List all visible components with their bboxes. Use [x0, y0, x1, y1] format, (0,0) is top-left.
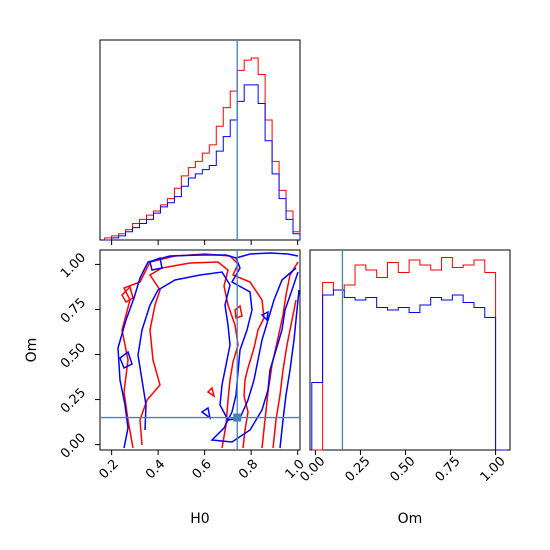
- blue-contour-blob-1: [149, 256, 163, 271]
- hist-h0-frame: [99, 39, 301, 241]
- red-contour-inner: [139, 261, 239, 449]
- contour-y-tick-label: 0.00: [58, 431, 89, 462]
- red-contour-blob-3: [234, 304, 243, 320]
- hist-om-x-tick-label: 1.00: [478, 454, 509, 485]
- contour-x-tick-label: 0.2: [97, 457, 122, 482]
- blue-contour-top-band: [235, 252, 299, 259]
- blue-contour-blob-2: [200, 406, 212, 420]
- blue-contour-inner: [137, 267, 297, 431]
- hist-h0-series-red: [104, 57, 301, 240]
- hist-om-series-blue: [311, 289, 507, 451]
- red-contour-right-1: [261, 261, 299, 449]
- contour-y-tick-label: 0.50: [58, 340, 89, 371]
- contour-frame: [99, 249, 301, 451]
- contour-x-tick-label: 0.8: [236, 457, 261, 482]
- blue-contour-blob-3: [260, 310, 269, 322]
- hist-om-x-tick-label: 0.00: [297, 454, 328, 485]
- contour-x-tick-label: 0.4: [143, 457, 168, 482]
- x-axis-label-h0: H0: [190, 511, 209, 527]
- red-contour-right-2: [272, 299, 297, 449]
- hist-om-x-tick-label: 0.50: [387, 454, 418, 485]
- hist-om-series-red: [311, 257, 507, 451]
- hist-om-x-tick-label: 0.75: [433, 454, 464, 485]
- blue-contour-right: [279, 289, 300, 449]
- hist-om-x-tick-label: 0.25: [342, 454, 373, 485]
- contour-x-tick-label: 0.6: [190, 457, 215, 482]
- hist-h0-ticks: [111, 240, 299, 245]
- blue-contour-outer: [117, 254, 299, 449]
- red-contour-outer: [121, 253, 265, 449]
- hist-h0-series-blue: [104, 84, 301, 241]
- contour-y-tick-label: 0.25: [58, 386, 89, 417]
- x-axis-label-om: Om: [398, 511, 423, 527]
- truth-marker: [233, 413, 242, 422]
- blue-contour-blob-4: [119, 350, 133, 370]
- hist-h0: [104, 57, 301, 241]
- hist-om-frame: [309, 249, 511, 451]
- y-axis-label-om: Om: [24, 338, 40, 363]
- red-contour-blob-2: [206, 386, 216, 398]
- contour-panel: [117, 252, 300, 449]
- contour-y-tick-label: 1.00: [58, 250, 89, 281]
- contour-y-tick-label: 0.75: [58, 295, 89, 326]
- hist-om: [311, 257, 507, 451]
- red-contour-blob-1: [121, 285, 134, 304]
- hist-om-ticks: 0.00 0.25 0.50 0.75 1.00: [297, 450, 509, 485]
